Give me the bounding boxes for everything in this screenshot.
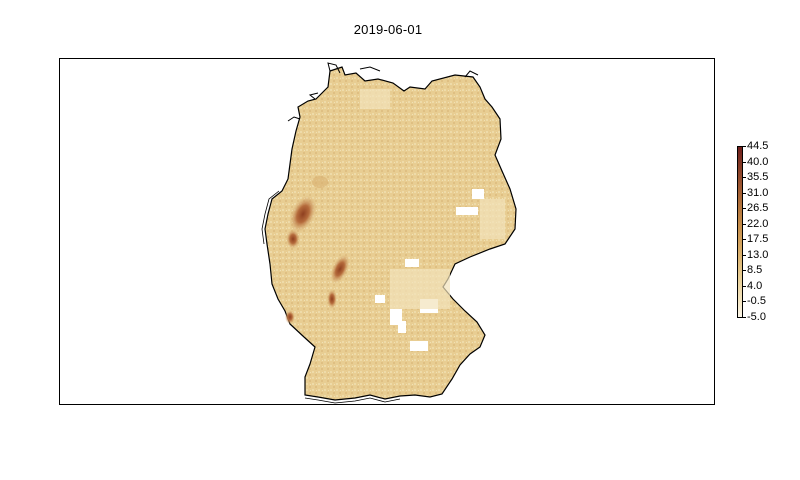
legend-tick-mark: [743, 239, 746, 241]
legend-tick-mark: [743, 317, 746, 318]
legend-tick-label: 8.5: [747, 264, 763, 277]
north-coast-fragments: [287, 62, 479, 122]
legend-tick-label: 40.0: [747, 155, 769, 168]
map-panel: [59, 58, 715, 405]
legend-tick-mark: [743, 301, 746, 303]
legend-tick-mark: [743, 270, 746, 272]
legend-tick-mark: [743, 254, 746, 256]
legend-tick-label: 31.0: [747, 186, 769, 199]
legend-tick-label: 13.0: [747, 248, 769, 261]
legend-tick-label: 17.5: [747, 233, 769, 246]
legend-tick-mark: [743, 177, 746, 179]
germany-shape: [264, 66, 517, 401]
legend-tick-label: 35.5: [747, 171, 769, 184]
pale-areas: [360, 89, 505, 309]
legend-tick-label: -5.0: [747, 311, 766, 323]
legend-tick-mark: [743, 285, 746, 287]
legend-tick-label: 4.0: [747, 279, 763, 292]
map-title: 2019-06-01: [353, 22, 423, 37]
color-legend: 44.5 40.0 35.5 31.0 26.5 22.0 17.5 13.0 8.5 4.0 -0…: [737, 141, 797, 325]
heat-hotspots: [285, 176, 350, 324]
legend-tick-mark: [743, 208, 746, 210]
legend-tick-label: -0.5: [747, 295, 766, 308]
legend-tick-mark: [743, 161, 746, 163]
legend-tick-label: 22.0: [747, 217, 769, 230]
legend-tick-mark: [743, 146, 746, 147]
germany-map: [261, 62, 517, 404]
legend-tick-mark: [743, 192, 746, 194]
legend-tick-mark: [743, 223, 746, 225]
legend-colorbar: [737, 146, 743, 318]
legend-tick-label: 26.5: [747, 202, 769, 215]
legend-tick-label: 44.5: [747, 140, 769, 152]
